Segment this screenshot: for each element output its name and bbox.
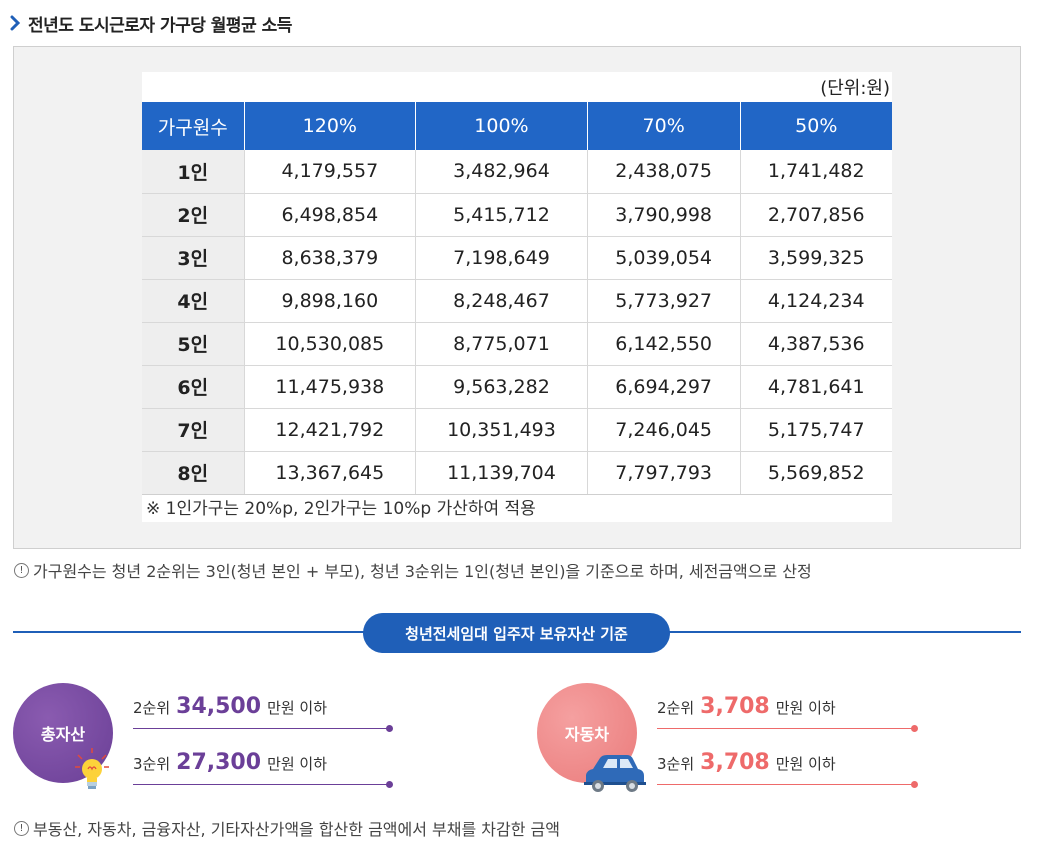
line-dot — [386, 781, 393, 788]
row-header: 5인 — [142, 322, 245, 366]
page-title: 전년도 도시근로자 가구당 월평균 소득 — [28, 15, 292, 36]
amount-value: 3,708 — [700, 750, 770, 775]
underline — [657, 784, 915, 785]
car-label: 자동차 — [564, 725, 610, 744]
car-rank2: 2순위 3,708 만원 이하 — [657, 694, 836, 719]
table-cell: 9,898,160 — [244, 279, 417, 323]
row-header: 4인 — [142, 279, 245, 323]
table-cell: 8,775,071 — [415, 322, 588, 366]
note-text: 부동산, 자동차, 금융자산, 기타자산가액을 합산한 금액에서 부채를 차감한… — [33, 820, 560, 839]
table-cell: 5,175,747 — [740, 408, 892, 452]
table-cell: 4,124,234 — [740, 279, 892, 323]
info-circle-icon: ! — [14, 562, 29, 578]
rank-label: 3순위 — [133, 755, 171, 773]
column-header: 100% — [415, 102, 588, 150]
row-header: 7인 — [142, 408, 245, 452]
amount-suffix: 만원 이하 — [775, 755, 836, 773]
table-cell: 5,569,852 — [740, 451, 892, 495]
table-cell: 10,530,085 — [244, 322, 417, 366]
table-row: 6인 11,475,938 9,563,282 6,694,297 4,781,… — [142, 365, 892, 409]
line-dot — [911, 781, 918, 788]
table-cell: 11,139,704 — [415, 451, 588, 495]
column-header: 가구원수 — [142, 102, 245, 150]
underline — [133, 784, 390, 785]
table-cell: 1,741,482 — [740, 150, 892, 194]
table-cell: 2,707,856 — [740, 193, 892, 237]
table-cell: 4,179,557 — [244, 150, 417, 194]
line-dot — [911, 725, 918, 732]
note-text: 가구원수는 청년 2순위는 3인(청년 본인 + 부모), 청년 3순위는 1인… — [33, 562, 812, 581]
row-header: 8인 — [142, 451, 245, 495]
table-cell: 4,387,536 — [740, 322, 892, 366]
underline — [133, 728, 390, 729]
rank-label: 3순위 — [657, 755, 695, 773]
car-icon — [584, 755, 646, 792]
amount-value: 34,500 — [176, 694, 262, 719]
table-footnote: ※ 1인가구는 20%p, 2인가구는 10%p 가산하여 적용 — [146, 499, 536, 519]
row-header: 1인 — [142, 150, 245, 194]
rank-label: 2순위 — [657, 699, 695, 717]
chevron-right-icon — [10, 8, 28, 38]
table-cell: 6,142,550 — [587, 322, 741, 366]
table-cell: 9,563,282 — [415, 365, 588, 409]
table-cell: 7,797,793 — [587, 451, 741, 495]
note-assets: ! 부동산, 자동차, 금융자산, 기타자산가액을 합산한 금액에서 부채를 차… — [14, 816, 560, 840]
amount-suffix: 만원 이하 — [267, 699, 328, 717]
income-table: 가구원수 120% 100% 70% 50% 1인 4,179,557 3,48… — [142, 102, 892, 495]
table-row: 2인 6,498,854 5,415,712 3,790,998 2,707,8… — [142, 193, 892, 237]
table-cell: 5,773,927 — [587, 279, 741, 323]
table-cell: 6,498,854 — [244, 193, 417, 237]
table-cell: 3,482,964 — [415, 150, 588, 194]
info-circle-icon: ! — [14, 820, 29, 836]
column-header: 50% — [740, 102, 892, 150]
underline — [657, 728, 915, 729]
table-cell: 4,781,641 — [740, 365, 892, 409]
lightbulb-icon — [75, 748, 109, 789]
table-cell: 3,790,998 — [587, 193, 741, 237]
table-cell: 2,438,075 — [587, 150, 741, 194]
table-row: 3인 8,638,379 7,198,649 5,039,054 3,599,3… — [142, 236, 892, 280]
table-row: 7인 12,421,792 10,351,493 7,246,045 5,175… — [142, 408, 892, 452]
table-row: 4인 9,898,160 8,248,467 5,773,927 4,124,2… — [142, 279, 892, 323]
rank-label: 2순위 — [133, 699, 171, 717]
total-asset-rank3: 3순위 27,300 만원 이하 — [133, 750, 327, 775]
total-asset-rank2: 2순위 34,500 만원 이하 — [133, 694, 327, 719]
income-table-panel: (단위:원) 가구원수 120% 100% 70% 50% 1인 4,179,5… — [13, 46, 1021, 549]
row-header: 6인 — [142, 365, 245, 409]
amount-value: 3,708 — [700, 694, 770, 719]
table-cell: 11,475,938 — [244, 365, 417, 409]
table-cell: 8,248,467 — [415, 279, 588, 323]
table-row: 8인 13,367,645 11,139,704 7,797,793 5,569… — [142, 451, 892, 495]
amount-suffix: 만원 이하 — [267, 755, 328, 773]
asset-section-title: 청년전세임대 입주자 보유자산 기준 — [363, 613, 670, 653]
table-cell: 10,351,493 — [415, 408, 588, 452]
car-rank3: 3순위 3,708 만원 이하 — [657, 750, 836, 775]
section-title: 전년도 도시근로자 가구당 월평균 소득 — [10, 8, 292, 38]
table-row: 5인 10,530,085 8,775,071 6,142,550 4,387,… — [142, 322, 892, 366]
table-row: 1인 4,179,557 3,482,964 2,438,075 1,741,4… — [142, 150, 892, 194]
table-cell: 5,415,712 — [415, 193, 588, 237]
amount-suffix: 만원 이하 — [775, 699, 836, 717]
table-cell: 3,599,325 — [740, 236, 892, 280]
row-header: 3인 — [142, 236, 245, 280]
amount-value: 27,300 — [176, 750, 262, 775]
total-asset-label: 총자산 — [40, 725, 86, 744]
table-cell: 7,246,045 — [587, 408, 741, 452]
income-table-area: (단위:원) 가구원수 120% 100% 70% 50% 1인 4,179,5… — [142, 72, 892, 522]
line-dot — [386, 725, 393, 732]
note-household: ! 가구원수는 청년 2순위는 3인(청년 본인 + 부모), 청년 3순위는 … — [14, 558, 812, 582]
table-cell: 6,694,297 — [587, 365, 741, 409]
table-cell: 8,638,379 — [244, 236, 417, 280]
table-cell: 13,367,645 — [244, 451, 417, 495]
table-cell: 12,421,792 — [244, 408, 417, 452]
table-cell: 5,039,054 — [587, 236, 741, 280]
unit-label: (단위:원) — [820, 78, 890, 99]
column-header: 120% — [244, 102, 417, 150]
column-header: 70% — [587, 102, 741, 150]
table-cell: 7,198,649 — [415, 236, 588, 280]
table-header-row: 가구원수 120% 100% 70% 50% — [142, 102, 892, 150]
row-header: 2인 — [142, 193, 245, 237]
